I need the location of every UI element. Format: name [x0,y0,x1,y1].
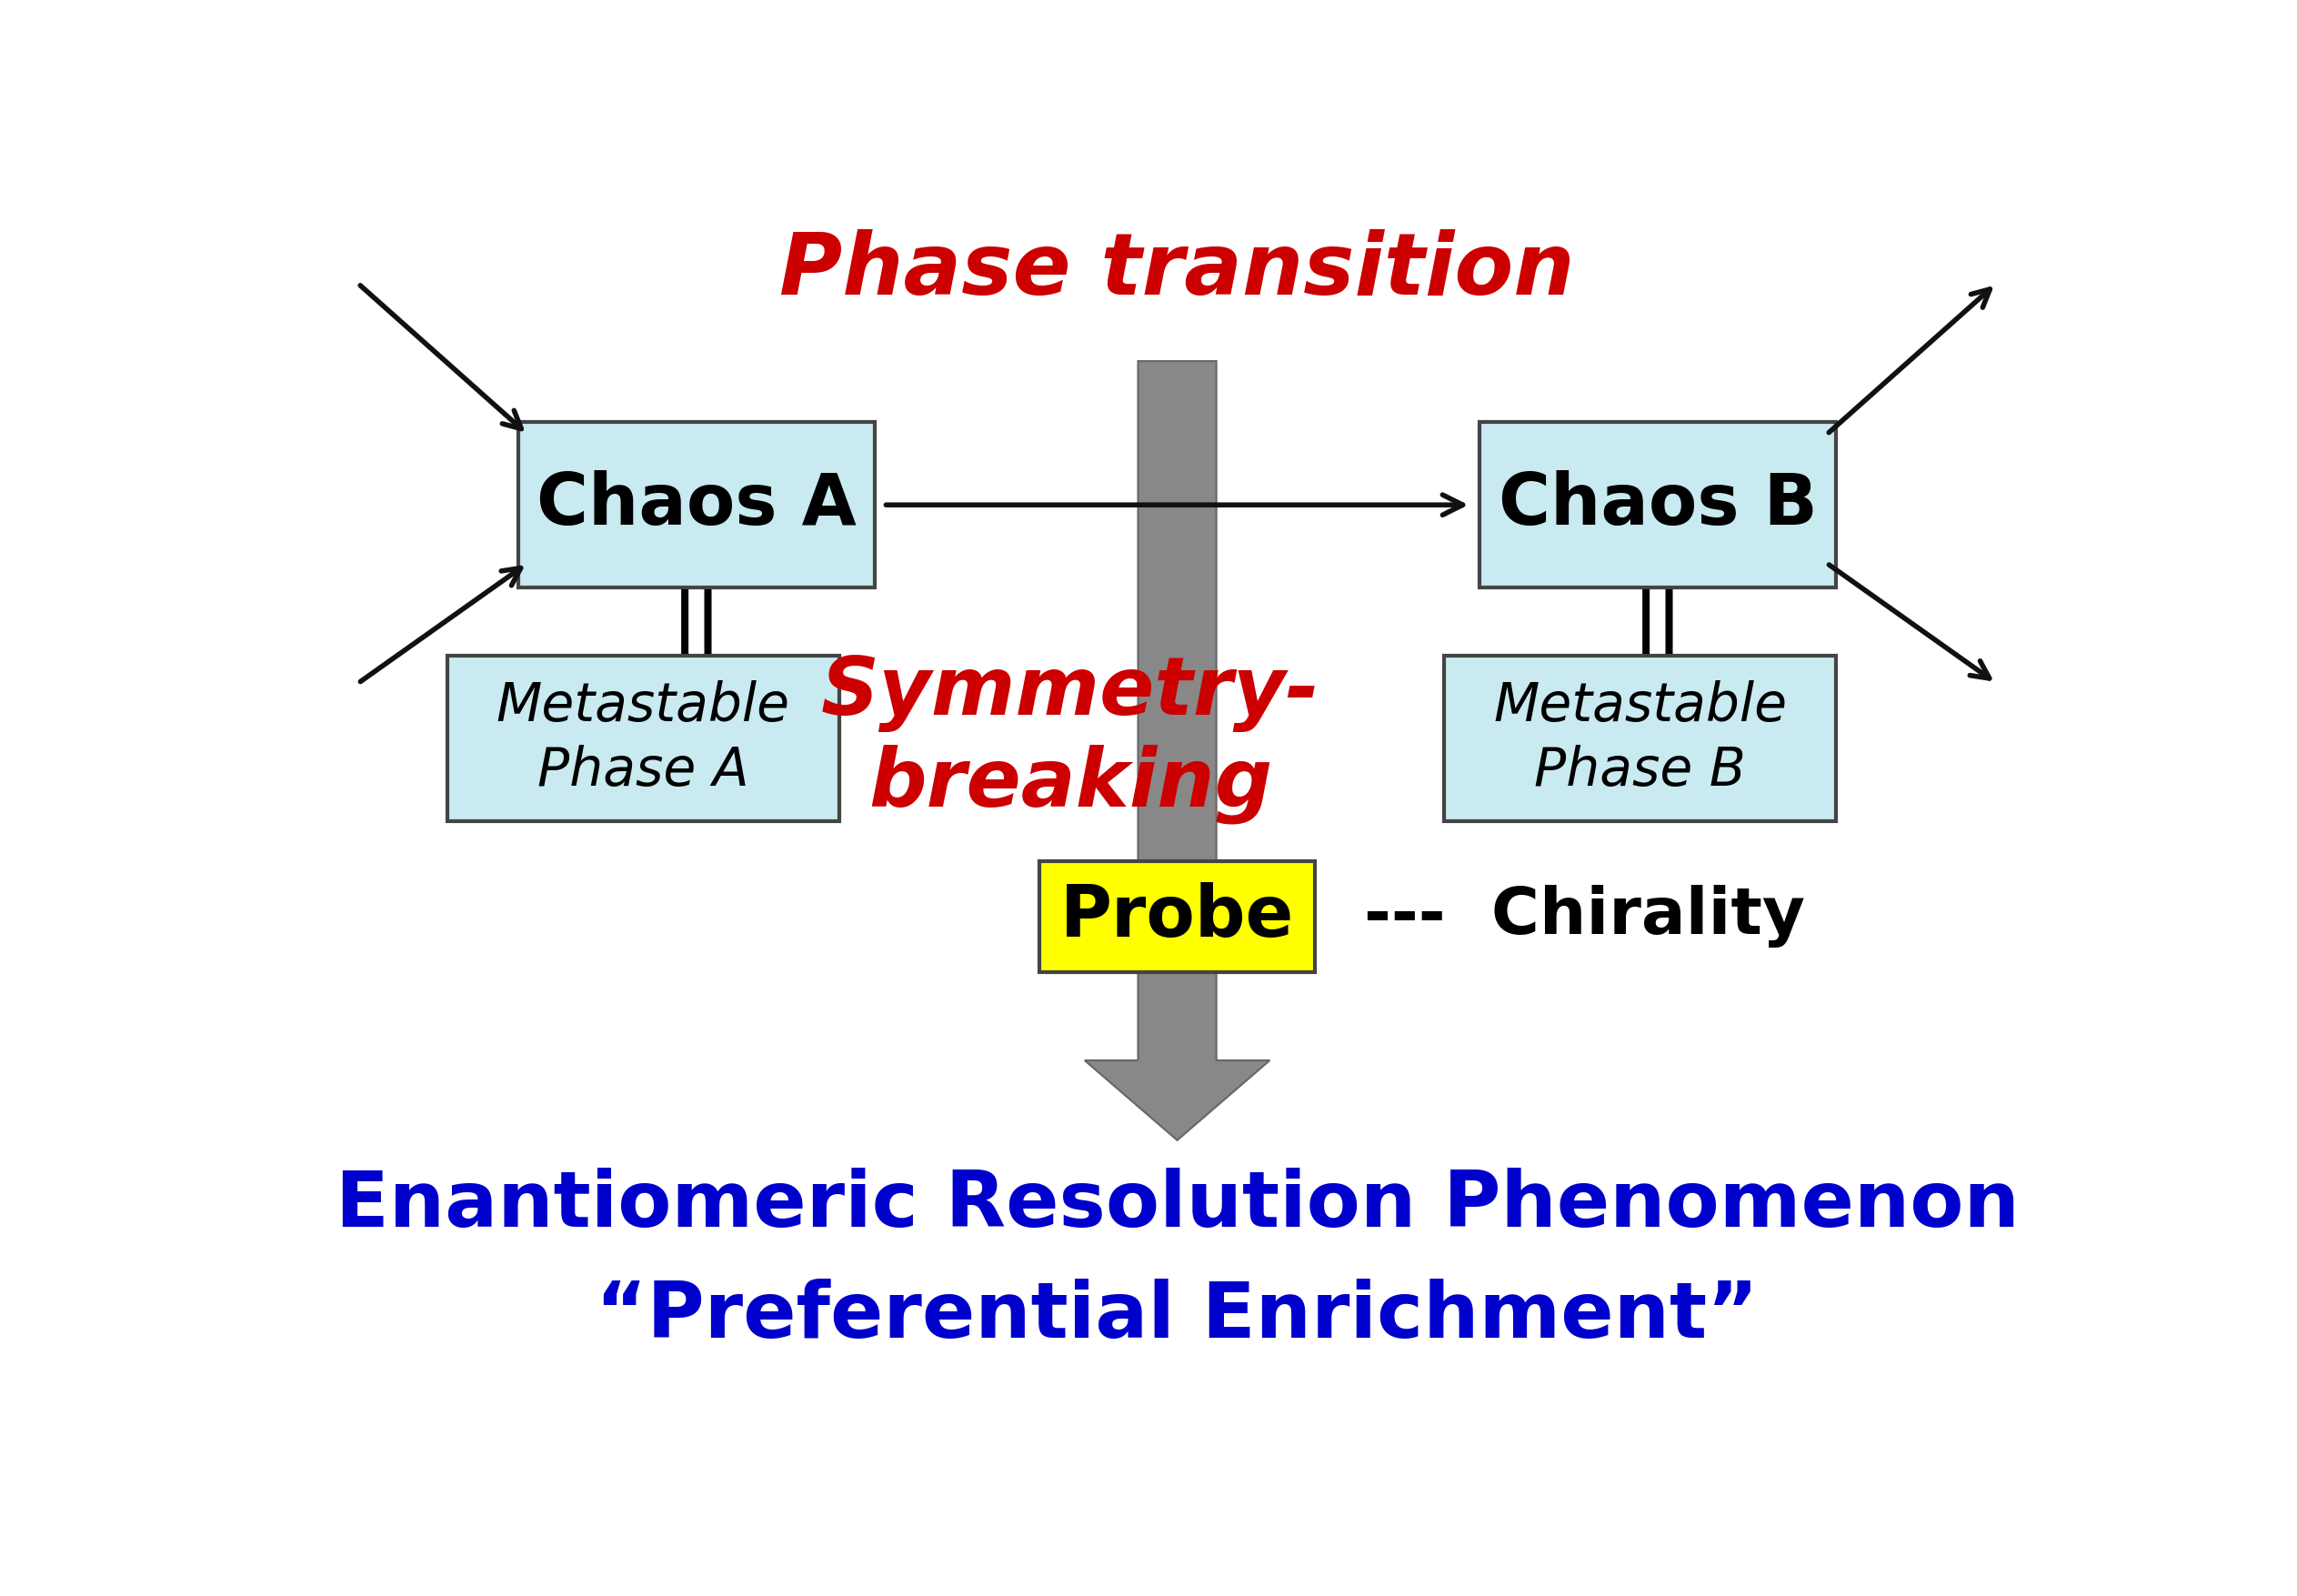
FancyBboxPatch shape [519,421,875,587]
FancyBboxPatch shape [1038,862,1316,972]
FancyBboxPatch shape [448,656,838,822]
Text: ---  Chirality: --- Chirality [1364,886,1805,948]
Text: ||: || [1633,589,1681,654]
Text: Symmetry-
breaking: Symmetry- breaking [820,653,1321,824]
Polygon shape [1084,361,1270,1140]
Text: Phase transition: Phase transition [779,230,1576,313]
Text: Chaos B: Chaos B [1498,471,1817,539]
Text: Enantiomeric Resolution Phenomenon: Enantiomeric Resolution Phenomenon [335,1168,2019,1243]
FancyBboxPatch shape [1479,421,1835,587]
Text: “Preferential Enrichment”: “Preferential Enrichment” [595,1278,1760,1353]
Text: Probe: Probe [1061,883,1293,951]
FancyBboxPatch shape [1445,656,1835,822]
Text: ||: || [673,589,721,654]
Text: Chaos A: Chaos A [537,471,857,539]
Text: Metastable
Phase A: Metastable Phase A [496,680,790,796]
Text: Metastable
Phase B: Metastable Phase B [1493,680,1787,796]
